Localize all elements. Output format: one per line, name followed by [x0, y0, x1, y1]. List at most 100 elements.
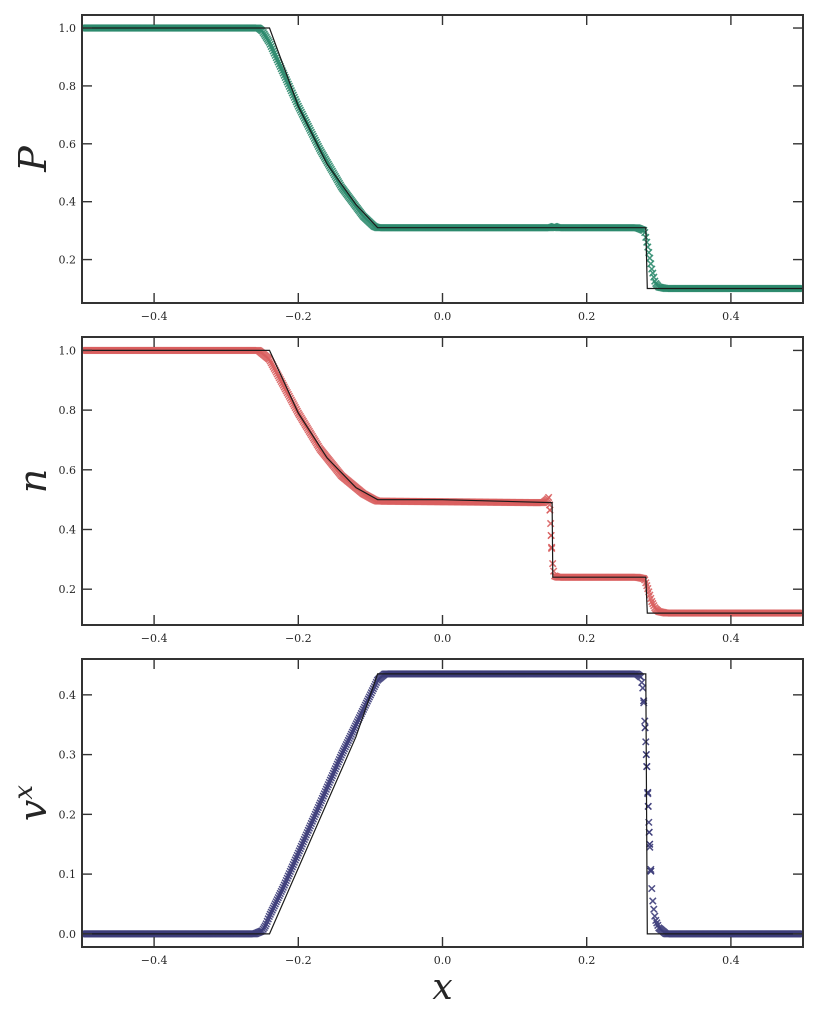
data-point [265, 38, 273, 46]
y-tick-label: 0.2 [59, 808, 77, 821]
data-point [339, 747, 348, 755]
data-point [350, 724, 359, 732]
x-tick-label: 0.0 [434, 954, 452, 967]
data-point [349, 726, 358, 734]
data-point [644, 788, 652, 797]
x-tick-label: −0.4 [141, 954, 168, 967]
data-point [645, 840, 654, 848]
data-point [799, 609, 803, 617]
data-point [348, 728, 357, 736]
data-point [799, 284, 803, 293]
data-point [340, 745, 349, 753]
axes-frame [81, 336, 804, 626]
data-point [649, 897, 657, 905]
y-tick-label: 0.4 [59, 196, 77, 209]
data-point [351, 722, 360, 730]
x-tick-label: 0.4 [722, 310, 740, 323]
data-point [278, 885, 287, 894]
x-tick-label: 0.2 [578, 310, 596, 323]
data-point [279, 883, 288, 892]
x-tick-label: −0.4 [141, 310, 168, 323]
data-point [648, 884, 656, 893]
data-point [641, 723, 649, 732]
data-point [649, 599, 657, 608]
x-axis-label: x [432, 967, 452, 1008]
data-point [547, 531, 555, 540]
data-point [646, 254, 654, 262]
data-point [269, 904, 277, 912]
x-tick-label: 0.0 [434, 310, 452, 323]
y-tick-label: 1.0 [59, 344, 77, 357]
panel-3: −0.4 −0.2 0.0 0.2 0.4 0.0 0.1 0.2 0.3 0.4 vx x [9, 658, 804, 1008]
y-tick-label: 0.3 [59, 749, 77, 762]
x-tick-label: −0.2 [285, 632, 312, 645]
numerical-series [82, 346, 803, 617]
y-tick-label: 0.1 [59, 868, 77, 881]
y-tick-label: 0.6 [59, 464, 77, 477]
exact-solution-line [82, 349, 803, 614]
y-axis-label: P [11, 145, 55, 173]
data-point [644, 243, 652, 251]
axes-frame [81, 658, 804, 948]
data-point [274, 893, 283, 902]
y-axis-label: vx [9, 785, 55, 821]
panel-2: −0.4 −0.2 0.0 0.2 0.4 0.2 0.4 0.6 0.8 1.0 n [11, 336, 804, 645]
data-point [650, 905, 658, 913]
y-tick-label: 0.8 [59, 404, 77, 417]
data-point [265, 912, 273, 921]
data-point [637, 673, 645, 681]
data-point [641, 717, 649, 725]
y-tick-label: 0.6 [59, 138, 77, 151]
exact-solution-line [82, 27, 803, 290]
data-point [342, 740, 351, 749]
data-point [337, 751, 346, 759]
x-tick-label: −0.4 [141, 632, 168, 645]
data-point [544, 493, 553, 502]
x-tick-label: 0.4 [722, 954, 740, 967]
data-point [647, 865, 655, 874]
data-point [338, 749, 347, 757]
data-point [347, 730, 356, 739]
data-point [276, 889, 285, 898]
data-point [266, 910, 274, 919]
x-tick-label: −0.2 [285, 310, 312, 323]
data-point [644, 789, 652, 798]
data-point [639, 684, 647, 692]
y-tick-label: 0.4 [59, 523, 77, 536]
y-tick-label: 0.8 [59, 80, 77, 93]
x-tick-label: 0.0 [434, 632, 452, 645]
y-axis-label: n [11, 469, 55, 493]
data-point [547, 543, 556, 552]
x-tick-label: 0.4 [722, 632, 740, 645]
y-tick-label: 0.2 [59, 583, 77, 596]
data-point [268, 906, 276, 914]
exact-solution-line [82, 673, 803, 935]
data-point [341, 742, 350, 751]
data-point [267, 908, 275, 916]
x-tick-label: 0.2 [578, 954, 596, 967]
data-point [646, 843, 654, 851]
data-point [638, 678, 646, 687]
data-point [272, 898, 280, 906]
data-point [799, 930, 803, 938]
y-tick-label: 0.0 [59, 928, 77, 941]
data-point [273, 896, 282, 904]
numerical-series [82, 670, 803, 938]
data-point [345, 734, 354, 743]
data-point [352, 720, 361, 728]
x-tick-label: −0.2 [285, 954, 312, 967]
data-point [346, 732, 355, 741]
axes-frame [81, 14, 804, 304]
data-point [271, 900, 279, 908]
x-tick-label: 0.2 [578, 632, 596, 645]
data-point [270, 902, 278, 910]
data-point [647, 867, 655, 875]
y-tick-label: 0.2 [59, 254, 77, 267]
data-point [344, 736, 353, 745]
data-point [343, 738, 352, 747]
numerical-series [82, 24, 803, 293]
data-point [648, 597, 656, 606]
y-tick-label: 1.0 [59, 22, 77, 35]
